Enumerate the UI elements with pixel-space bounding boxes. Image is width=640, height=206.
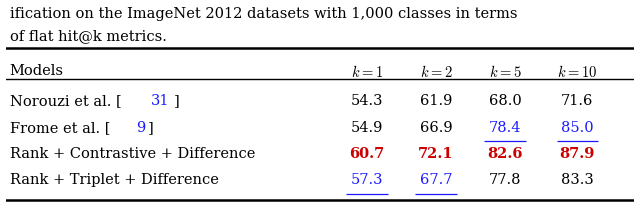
Text: Rank + Triplet + Difference: Rank + Triplet + Difference [10, 173, 218, 187]
Text: $k=10$: $k=10$ [557, 64, 597, 80]
Text: 60.7: 60.7 [349, 146, 385, 160]
Text: $k=5$: $k=5$ [489, 64, 522, 80]
Text: ]: ] [148, 120, 154, 134]
Text: 83.3: 83.3 [561, 173, 593, 187]
Text: Rank + Contrastive + Difference: Rank + Contrastive + Difference [10, 146, 255, 160]
Text: 66.9: 66.9 [420, 120, 452, 134]
Text: 54.9: 54.9 [351, 120, 383, 134]
Text: 78.4: 78.4 [489, 120, 521, 134]
Text: ]: ] [174, 94, 180, 108]
Text: 9: 9 [136, 120, 146, 134]
Text: 54.3: 54.3 [351, 94, 383, 108]
Text: 31: 31 [151, 94, 170, 108]
Text: $k=1$: $k=1$ [351, 64, 383, 80]
Text: 68.0: 68.0 [489, 94, 522, 108]
Text: 67.7: 67.7 [420, 173, 452, 187]
Text: ification on the ImageNet 2012 datasets with 1,000 classes in terms: ification on the ImageNet 2012 datasets … [10, 7, 517, 21]
Text: $k=2$: $k=2$ [420, 64, 452, 80]
Text: 61.9: 61.9 [420, 94, 452, 108]
Text: 85.0: 85.0 [561, 120, 593, 134]
Text: 77.8: 77.8 [489, 173, 521, 187]
Text: Norouzi et al. [: Norouzi et al. [ [10, 94, 122, 108]
Text: 72.1: 72.1 [418, 146, 454, 160]
Text: 82.6: 82.6 [487, 146, 523, 160]
Text: Frome et al. [: Frome et al. [ [10, 120, 110, 134]
Text: of flat hit@k metrics.: of flat hit@k metrics. [10, 29, 166, 43]
Text: 87.9: 87.9 [559, 146, 595, 160]
Text: 57.3: 57.3 [351, 173, 383, 187]
Text: 71.6: 71.6 [561, 94, 593, 108]
Text: Models: Models [10, 64, 63, 78]
